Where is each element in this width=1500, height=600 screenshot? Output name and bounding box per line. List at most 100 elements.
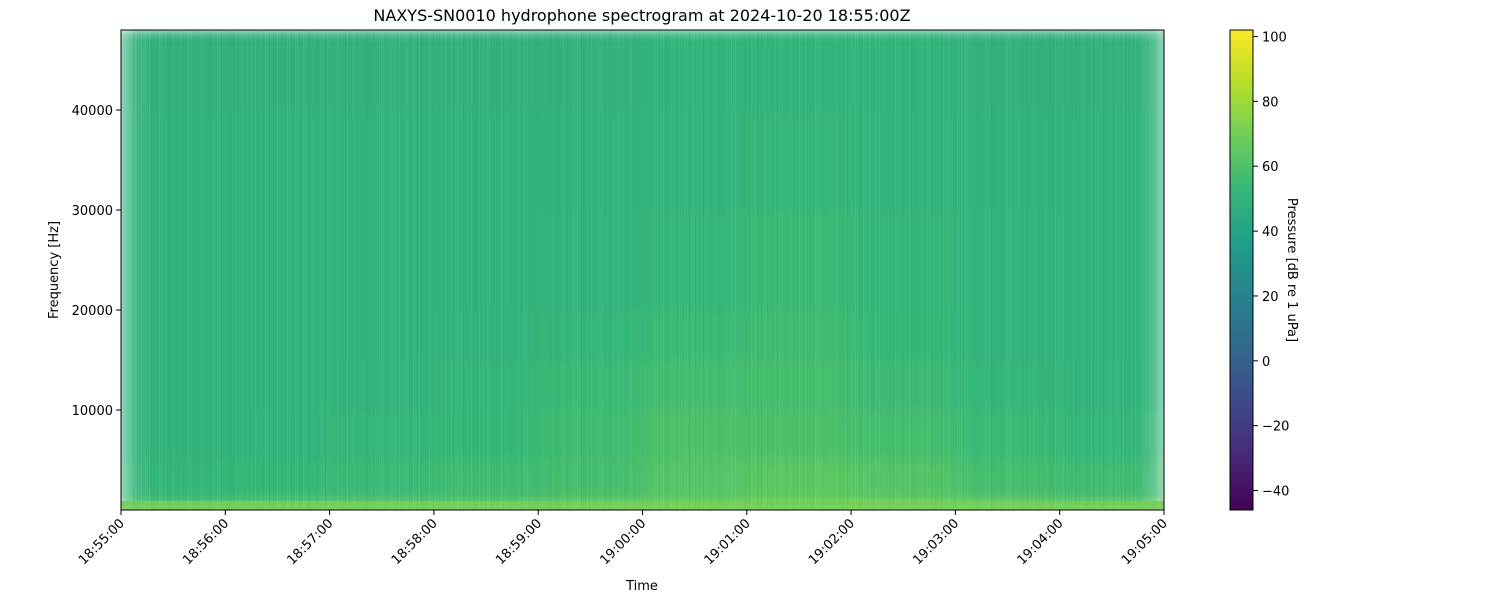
heatmap-texture-line — [189, 30, 190, 510]
heatmap-texture-line — [139, 30, 140, 510]
heatmap-cell — [745, 209, 853, 311]
heatmap-texture-line — [859, 30, 860, 510]
heatmap-texture-line — [285, 30, 286, 510]
heatmap-texture-line — [1083, 30, 1084, 510]
heatmap-texture-line — [1011, 30, 1012, 510]
x-tick-label: 19:01:00 — [702, 516, 754, 568]
heatmap-texture-line — [543, 30, 544, 510]
heatmap-texture-line — [415, 30, 416, 510]
heatmap-cell — [432, 30, 540, 111]
heatmap-texture-line — [729, 30, 730, 510]
heatmap-texture-line — [327, 30, 328, 510]
heatmap-texture-line — [353, 30, 354, 510]
heatmap-texture-line — [661, 30, 662, 510]
heatmap-texture-line — [1081, 30, 1082, 510]
heatmap-texture-line — [815, 30, 816, 510]
heatmap-cell — [850, 209, 957, 311]
heatmap-texture-line — [881, 30, 882, 510]
heatmap-texture-line — [899, 30, 900, 510]
heatmap-texture-line — [1115, 30, 1116, 510]
heatmap-texture-line — [875, 30, 876, 510]
heatmap-texture-line — [1133, 30, 1134, 510]
heatmap-texture-line — [1037, 30, 1038, 510]
heatmap-texture-line — [621, 30, 622, 510]
heatmap-cell — [1058, 459, 1164, 501]
heatmap-texture-line — [281, 30, 282, 510]
heatmap-texture-line — [229, 30, 230, 510]
heatmap-texture-line — [393, 30, 394, 510]
heatmap-texture-line — [287, 30, 288, 510]
heatmap-texture-line — [461, 30, 462, 510]
heatmap-texture-line — [655, 30, 656, 510]
heatmap-texture-line — [181, 30, 182, 510]
heatmap-texture-line — [737, 30, 738, 510]
heatmap-texture-line — [1055, 30, 1056, 510]
heatmap-cell — [745, 359, 853, 411]
heatmap-texture-line — [795, 30, 796, 510]
heatmap-texture-line — [135, 30, 136, 510]
heatmap-texture-line — [351, 30, 352, 510]
heatmap-texture-line — [511, 30, 512, 510]
y-axis-label: Frequency [Hz] — [47, 221, 62, 319]
heatmap-cell — [745, 459, 853, 501]
heatmap-texture-line — [873, 30, 874, 510]
heatmap-cell — [537, 359, 644, 411]
heatmap-texture-line — [1009, 30, 1010, 510]
x-tick-label: 18:56:00 — [180, 516, 232, 568]
heatmap-texture-line — [805, 30, 806, 510]
heatmap-cell — [641, 459, 748, 501]
heatmap-cell — [121, 309, 227, 361]
heatmap-texture-line — [751, 30, 752, 510]
heatmap-texture-line — [309, 30, 310, 510]
heatmap-texture-line — [1065, 30, 1066, 510]
heatmap-texture-line — [705, 30, 706, 510]
heatmap-cell — [850, 30, 957, 111]
heatmap-cell — [641, 409, 748, 461]
heatmap-texture-line — [489, 30, 490, 510]
heatmap-texture-line — [467, 30, 468, 510]
heatmap-texture-line — [855, 30, 856, 510]
heatmap-cell — [745, 109, 853, 211]
heatmap-texture-line — [691, 30, 692, 510]
heatmap-texture-line — [515, 30, 516, 510]
heatmap-cell — [537, 459, 644, 501]
heatmap-texture-line — [343, 30, 344, 510]
colorbar-tick-label: 60 — [1262, 160, 1279, 175]
heatmap-cell — [641, 109, 748, 211]
heatmap-texture-line — [891, 30, 892, 510]
heatmap-texture-line — [499, 30, 500, 510]
heatmap-texture-line — [493, 30, 494, 510]
heatmap-texture-line — [1101, 30, 1102, 510]
heatmap-texture-line — [647, 30, 648, 510]
heatmap-texture-line — [595, 30, 596, 510]
heatmap-texture-line — [871, 30, 872, 510]
heatmap-cell — [328, 30, 435, 111]
heatmap-texture-line — [1107, 30, 1108, 510]
heatmap-texture-line — [745, 30, 746, 510]
heatmap-texture-line — [301, 30, 302, 510]
heatmap-texture-line — [641, 30, 642, 510]
heatmap-texture-line — [365, 30, 366, 510]
heatmap-texture-line — [631, 30, 632, 510]
heatmap-cell — [641, 359, 748, 411]
heatmap-cell — [1058, 30, 1164, 111]
heatmap-cell — [850, 109, 957, 211]
heatmap-texture-line — [913, 30, 914, 510]
heatmap-cell — [328, 459, 435, 501]
heatmap-texture-line — [235, 30, 236, 510]
heatmap-texture-line — [259, 30, 260, 510]
heatmap-texture-line — [255, 30, 256, 510]
heatmap-texture-line — [921, 30, 922, 510]
heatmap-cell — [224, 30, 331, 111]
x-tick-label: 18:57:00 — [285, 516, 337, 568]
heatmap-cell — [745, 409, 853, 461]
heatmap-texture-line — [879, 30, 880, 510]
heatmap-texture-line — [137, 30, 138, 510]
heatmap-texture-line — [907, 30, 908, 510]
heatmap-texture-line — [335, 30, 336, 510]
heatmap-texture-line — [395, 30, 396, 510]
heatmap-texture-line — [1031, 30, 1032, 510]
heatmap-texture-line — [775, 30, 776, 510]
heatmap-texture-line — [1131, 30, 1132, 510]
heatmap-texture-line — [999, 30, 1000, 510]
